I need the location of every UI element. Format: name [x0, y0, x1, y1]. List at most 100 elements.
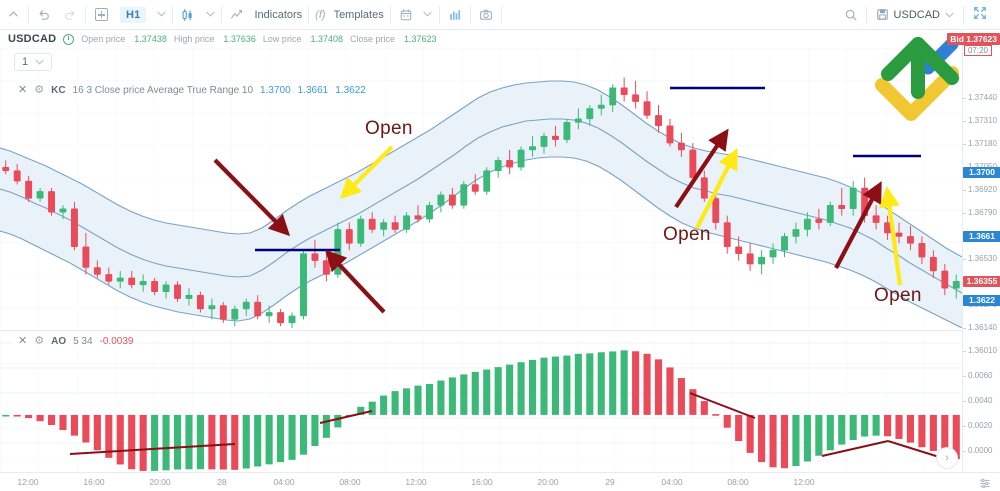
time-tick: 04:00	[661, 477, 683, 487]
ao-bar	[25, 414, 33, 419]
ao-params: 5 34	[73, 335, 93, 347]
chevron-down-icon[interactable]	[152, 10, 170, 19]
axis-settings-icon[interactable]	[979, 477, 991, 491]
ao-bar	[758, 414, 766, 463]
indicators-icon[interactable]	[224, 4, 250, 26]
price-axis[interactable]: 1.37440 1.37310 1.37180 1.37050 1.36920 …	[962, 30, 1000, 491]
ao-bar	[208, 414, 216, 470]
gear-icon[interactable]: ⚙	[34, 334, 45, 347]
ao-bar	[677, 378, 685, 415]
candle-body	[219, 305, 227, 320]
ao-bar	[139, 414, 147, 471]
candle-body	[2, 166, 10, 172]
redo-icon[interactable]	[57, 4, 83, 26]
candle-body	[437, 194, 445, 206]
ao-bar	[803, 414, 811, 462]
ao-bar	[574, 353, 582, 415]
candle-body	[907, 236, 914, 244]
ao-bar	[654, 359, 663, 415]
calendar-chevron-icon[interactable]	[419, 10, 437, 19]
ao-bar	[105, 414, 113, 458]
ao-indicator-pane[interactable]	[0, 330, 962, 472]
ao-chart-svg	[0, 331, 962, 472]
candle-body	[48, 191, 55, 213]
ao-value: -0.0039	[99, 335, 134, 347]
ao-bar	[872, 414, 880, 436]
ao-trendline-3	[689, 392, 756, 419]
undo-icon[interactable]	[31, 4, 57, 26]
ao-name: AO	[51, 335, 67, 347]
ao-bar	[185, 414, 193, 470]
candle-body	[597, 104, 605, 109]
search-icon[interactable]	[838, 4, 864, 26]
indicators-label[interactable]: Indicators	[254, 8, 303, 21]
keltner-upper-band	[0, 80, 962, 258]
toolbar-divider	[865, 5, 867, 24]
ao-tick: 0.0020	[963, 421, 1000, 430]
symbol-chevron-icon[interactable]	[945, 9, 954, 21]
candle-body	[506, 160, 514, 168]
kc-indicator-legend: ✕ ⚙ KC 16 3 Close price Average True Ran…	[14, 82, 370, 98]
chart-type-chevron-icon[interactable]	[201, 10, 219, 19]
price-tick: 1.37180	[963, 139, 1000, 148]
ao-bar	[849, 414, 857, 441]
symbol-selector[interactable]: USDCAD	[869, 6, 961, 23]
ao-bar	[918, 414, 926, 448]
candle-body	[861, 187, 869, 216]
snapshot-icon[interactable]	[473, 4, 499, 26]
candle-body	[574, 118, 582, 123]
time-tick: 04:00	[273, 477, 295, 487]
close-icon[interactable]: ✕	[18, 83, 28, 96]
ao-bar	[2, 414, 10, 417]
annotation-open-label-1: Open	[365, 118, 413, 139]
chevron-down-icon[interactable]	[35, 59, 44, 65]
kc-params: 16 3 Close price Average True Range 10	[72, 84, 254, 96]
open-price-value: 1.37438	[134, 34, 167, 44]
ao-bar	[483, 369, 491, 415]
candle-body	[632, 94, 640, 102]
ao-bar	[895, 414, 903, 439]
collapse-panel-icon[interactable]	[0, 4, 26, 26]
expand-fullscreen-icon[interactable]	[966, 6, 994, 23]
ao-bar	[586, 353, 594, 415]
candle-body	[345, 229, 353, 244]
ao-bar	[59, 414, 67, 431]
time-tick: 12:00	[405, 477, 427, 487]
ao-bar	[357, 406, 365, 415]
ao-bar	[643, 353, 651, 415]
gear-icon[interactable]: ⚙	[34, 83, 45, 96]
ao-bar	[769, 414, 777, 468]
candle-body	[884, 222, 892, 234]
candle-body	[185, 294, 193, 299]
time-tick: 12:00	[793, 477, 815, 487]
ao-bar	[780, 414, 789, 469]
calendar-icon[interactable]	[393, 4, 419, 26]
candle-body	[540, 135, 548, 147]
time-tick: 20:00	[537, 477, 559, 487]
ao-bar	[632, 351, 640, 415]
timeframe-button[interactable]: H1	[114, 4, 152, 26]
candle-body	[254, 301, 262, 317]
ao-bar	[735, 414, 743, 442]
close-icon[interactable]: ✕	[18, 334, 28, 347]
candle-body	[380, 222, 388, 230]
ao-bar	[815, 414, 823, 456]
ao-bar	[700, 401, 708, 415]
templates-label[interactable]: Templates	[333, 8, 384, 21]
chart-type-candles-icon[interactable]	[175, 4, 201, 26]
candle-body	[93, 267, 101, 275]
templates-prefix-icon: (f)	[315, 8, 326, 21]
add-chart-icon[interactable]	[88, 4, 114, 26]
time-axis[interactable]: 12:00 16:00 20:00 28 04:00 08:00 12:00 1…	[0, 472, 1000, 491]
candle-body	[162, 284, 170, 292]
scroll-forward-button[interactable]: ›	[936, 447, 958, 469]
price-tick: 1.36530	[963, 254, 1000, 263]
bars-icon[interactable]	[442, 4, 468, 26]
ao-bar	[70, 414, 78, 436]
ao-bar	[36, 414, 44, 422]
toolbar-divider	[308, 5, 310, 24]
candle-body	[712, 198, 720, 223]
toolbar-divider	[469, 5, 471, 24]
scale-select[interactable]: 1	[14, 53, 53, 71]
candle-body	[586, 108, 594, 120]
